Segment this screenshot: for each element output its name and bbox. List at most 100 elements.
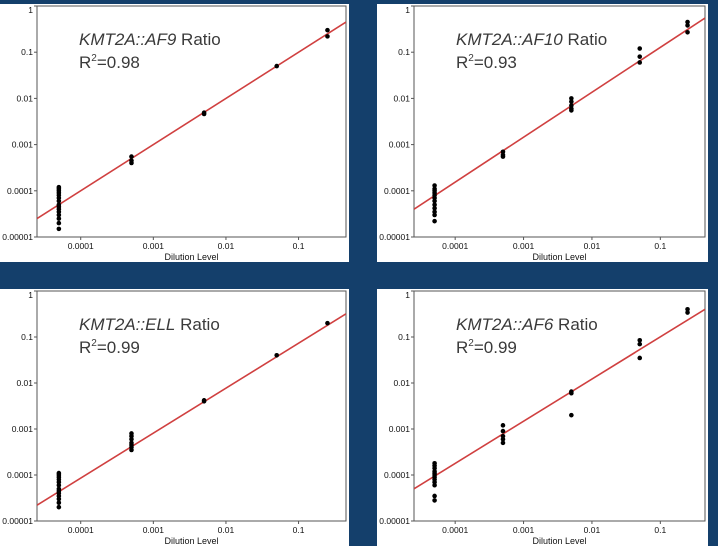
data-point <box>637 355 643 361</box>
data-point <box>56 504 62 510</box>
data-point <box>637 337 643 343</box>
data-point <box>500 436 506 442</box>
y-tick-label: 0.1 <box>398 47 410 57</box>
data-point <box>432 218 437 224</box>
x-tick-label: 0.001 <box>143 241 165 251</box>
scatter-plot: 0.00001 0.0001 0.001 0.01 0.1 1 0.0001 0.001 0.0… <box>2 290 347 546</box>
data-point <box>432 198 437 204</box>
data-point <box>637 46 643 51</box>
data-point <box>685 19 690 25</box>
data-point <box>129 436 134 442</box>
data-point <box>432 202 437 208</box>
y-tick-label: 0.00001 <box>2 516 33 526</box>
y-tick-label: 0.0001 <box>7 470 33 480</box>
data-point <box>325 34 330 39</box>
data-point <box>56 212 62 218</box>
data-point <box>129 160 134 166</box>
r-squared-label: R2=0.99 <box>456 338 517 357</box>
title-suffix: Ratio <box>563 30 607 49</box>
chart-title: KMT2A::AF9 Ratio <box>79 30 221 49</box>
data-point <box>325 320 330 326</box>
y-tick-label: 0.0001 <box>7 186 33 196</box>
x-tick-label: 0.0001 <box>442 525 468 535</box>
r-squared-label: R2=0.99 <box>79 338 140 357</box>
plot-frame <box>36 5 347 238</box>
data-point <box>685 310 690 315</box>
data-point <box>685 307 690 312</box>
x-axis-label: Dilution Level <box>532 536 586 546</box>
data-point <box>500 423 506 428</box>
y-tick-label: 0.1 <box>21 332 33 342</box>
data-point <box>432 183 437 188</box>
x-tick-label: 0.01 <box>584 241 601 251</box>
x-tick-label: 0.1 <box>654 525 666 535</box>
title-suffix: Ratio <box>553 315 597 334</box>
data-point <box>56 496 62 502</box>
chart-panel-af10: 0.00001 0.0001 0.001 0.01 0.1 1 0.0001 0.001 0.0… <box>377 4 708 262</box>
data-point <box>274 63 280 69</box>
fit-line <box>37 21 346 220</box>
data-point <box>201 111 207 117</box>
chart-title: KMT2A::AF6 Ratio <box>456 315 598 334</box>
chart-title: KMT2A::AF10 Ratio <box>456 30 607 49</box>
y-tick-label: 0.001 <box>12 424 34 434</box>
data-point <box>432 498 437 503</box>
chart-title: KMT2A::ELL Ratio <box>79 315 220 334</box>
chart-panel-ell: 0.00001 0.0001 0.001 0.01 0.1 1 0.0001 0.001 0.0… <box>0 289 349 546</box>
data-point <box>129 154 134 159</box>
y-tick-label: 0.00001 <box>2 232 33 242</box>
title-suffix: Ratio <box>176 30 220 49</box>
x-tick-label: 0.01 <box>584 525 601 535</box>
y-tick-label: 0.00001 <box>379 232 410 242</box>
gene-name: KMT2A::ELL <box>79 315 175 334</box>
y-tick-label: 1 <box>28 5 33 15</box>
y-tick-label: 1 <box>28 290 33 300</box>
data-point <box>569 412 574 418</box>
scatter-plot: 0.00001 0.0001 0.001 0.01 0.1 1 0.0001 0.001 0.0… <box>2 5 347 262</box>
x-axis-label: Dilution Level <box>164 252 218 262</box>
gene-name: KMT2A::AF9 <box>79 30 177 49</box>
data-point <box>500 428 506 434</box>
x-tick-label: 0.01 <box>218 241 235 251</box>
data-point <box>685 23 690 28</box>
x-tick-label: 0.01 <box>218 525 235 535</box>
y-tick-label: 0.01 <box>393 378 410 388</box>
data-point <box>432 212 437 218</box>
data-point <box>500 440 506 446</box>
plot-frame <box>36 290 347 522</box>
data-point <box>569 390 574 396</box>
data-point <box>56 226 62 232</box>
chart-panel-af9: 0.00001 0.0001 0.001 0.01 0.1 1 0.0001 0.001 0.0… <box>0 4 349 262</box>
x-tick-label: 0.1 <box>293 241 305 251</box>
data-point <box>56 216 62 221</box>
y-tick-label: 0.001 <box>12 140 34 150</box>
fit-line <box>414 17 705 210</box>
y-tick-label: 0.0001 <box>384 470 410 480</box>
x-tick-label: 0.0001 <box>68 525 94 535</box>
data-point <box>56 500 62 505</box>
y-tick-label: 0.1 <box>398 332 410 342</box>
data-point <box>432 482 437 488</box>
x-tick-label: 0.001 <box>513 241 535 251</box>
plot-frame <box>413 5 706 238</box>
data-point <box>325 27 330 33</box>
chart-panel-af6: 0.00001 0.0001 0.001 0.01 0.1 1 0.0001 0.001 0.0… <box>377 289 708 546</box>
plot-frame <box>413 290 706 522</box>
x-tick-label: 0.001 <box>143 525 165 535</box>
y-tick-label: 0.01 <box>16 93 33 103</box>
data-point <box>129 447 134 453</box>
data-point <box>569 108 574 113</box>
data-point <box>56 482 62 488</box>
data-point <box>637 54 643 59</box>
y-tick-label: 0.001 <box>389 140 411 150</box>
y-tick-label: 0.00001 <box>379 516 410 526</box>
title-suffix: Ratio <box>175 315 219 334</box>
gene-name: KMT2A::AF10 <box>456 30 563 49</box>
data-point <box>569 96 574 101</box>
data-point <box>432 493 437 499</box>
data-point <box>500 154 506 159</box>
r-squared-label: R2=0.93 <box>456 53 517 72</box>
data-point <box>637 341 643 347</box>
data-point <box>637 60 643 65</box>
x-axis-label: Dilution Level <box>164 536 218 546</box>
